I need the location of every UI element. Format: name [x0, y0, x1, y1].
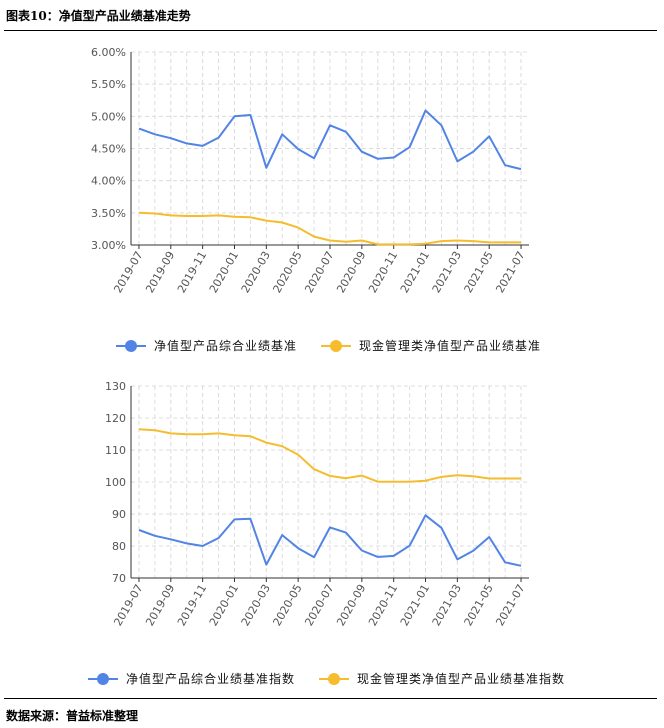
legend-label-2: 现金管理类净值型产品业绩基准指数 — [357, 671, 565, 686]
y-tick-label: 4.00% — [91, 175, 126, 188]
series-line-1 — [138, 514, 522, 567]
x-tick-label: 2020-05 — [271, 249, 305, 295]
x-tick-label: 2019-11 — [175, 582, 209, 628]
x-tick-label: 2020-03 — [239, 249, 273, 295]
x-tick-label: 2021-01 — [398, 582, 432, 628]
legend-label-1: 净值型产品综合业绩基准指数 — [126, 671, 295, 686]
y-tick-label: 4.50% — [91, 143, 126, 156]
x-tick-label: 2021-03 — [430, 582, 464, 628]
x-tick-label: 2019-11 — [175, 249, 209, 295]
series-line-1 — [138, 109, 522, 171]
x-tick-label: 2020-03 — [239, 582, 273, 628]
series-line-2 — [138, 211, 521, 246]
benchmark-yield-chart: 3.00% 3.50% 4.00% 4.50% 5.00% 5.50% 6.00% 2019-… — [91, 46, 541, 353]
y-tick-label: 80 — [112, 540, 126, 553]
y-tick-label: 5.50% — [91, 78, 126, 91]
x-tick-label: 2019-09 — [143, 249, 177, 295]
y-tick-label: 3.50% — [91, 207, 126, 220]
legend-label-1: 净值型产品综合业绩基准 — [154, 338, 297, 353]
y-tick-label: 6.00% — [91, 46, 126, 59]
y-tick-label: 100 — [105, 476, 126, 489]
x-tick-label: 2021-01 — [398, 249, 432, 295]
legend-label-2: 现金管理类净值型产品业绩基准 — [359, 338, 541, 353]
legend-marker-2 — [330, 340, 343, 352]
y-tick-label: 120 — [105, 412, 126, 425]
x-tick-label: 2019-09 — [143, 582, 177, 628]
x-tick-label: 2020-07 — [302, 582, 336, 628]
y-tick-label: 130 — [105, 380, 126, 393]
x-tick-label: 2020-01 — [207, 249, 241, 295]
x-tick-label: 2020-11 — [366, 249, 400, 295]
data-source: 数据来源：普益标准整理 — [6, 709, 139, 723]
figure-title: 图表10：净值型产品业绩基准走势 — [6, 9, 191, 23]
x-tick-label: 2019-07 — [111, 249, 145, 295]
benchmark-index-chart: 7080901001101201302019-072019-092019-112… — [88, 380, 565, 686]
y-tick-label: 5.00% — [91, 110, 126, 123]
series-line-2 — [138, 428, 521, 483]
bottom-rule — [4, 698, 657, 699]
top-rule — [4, 30, 657, 31]
x-tick-label: 2020-05 — [271, 582, 305, 628]
y-tick-label: 110 — [105, 444, 126, 457]
x-tick-label: 2021-03 — [430, 249, 464, 295]
x-tick-label: 2021-05 — [462, 582, 496, 628]
x-tick-label: 2020-09 — [334, 582, 368, 628]
legend-marker-1 — [125, 340, 137, 352]
y-tick-label: 3.00% — [91, 239, 126, 252]
x-tick-label: 2020-07 — [302, 249, 336, 295]
x-tick-label: 2021-07 — [493, 249, 527, 295]
legend-marker-1 — [97, 673, 109, 685]
x-tick-label: 2020-09 — [334, 249, 368, 295]
legend-marker-2 — [328, 673, 341, 685]
x-tick-label: 2020-01 — [207, 582, 241, 628]
x-tick-label: 2021-07 — [493, 582, 527, 628]
x-tick-label: 2021-05 — [462, 249, 496, 295]
y-tick-label: 70 — [112, 572, 126, 585]
x-tick-label: 2019-07 — [111, 582, 145, 628]
y-tick-label: 90 — [112, 508, 126, 521]
x-tick-label: 2020-11 — [366, 582, 400, 628]
